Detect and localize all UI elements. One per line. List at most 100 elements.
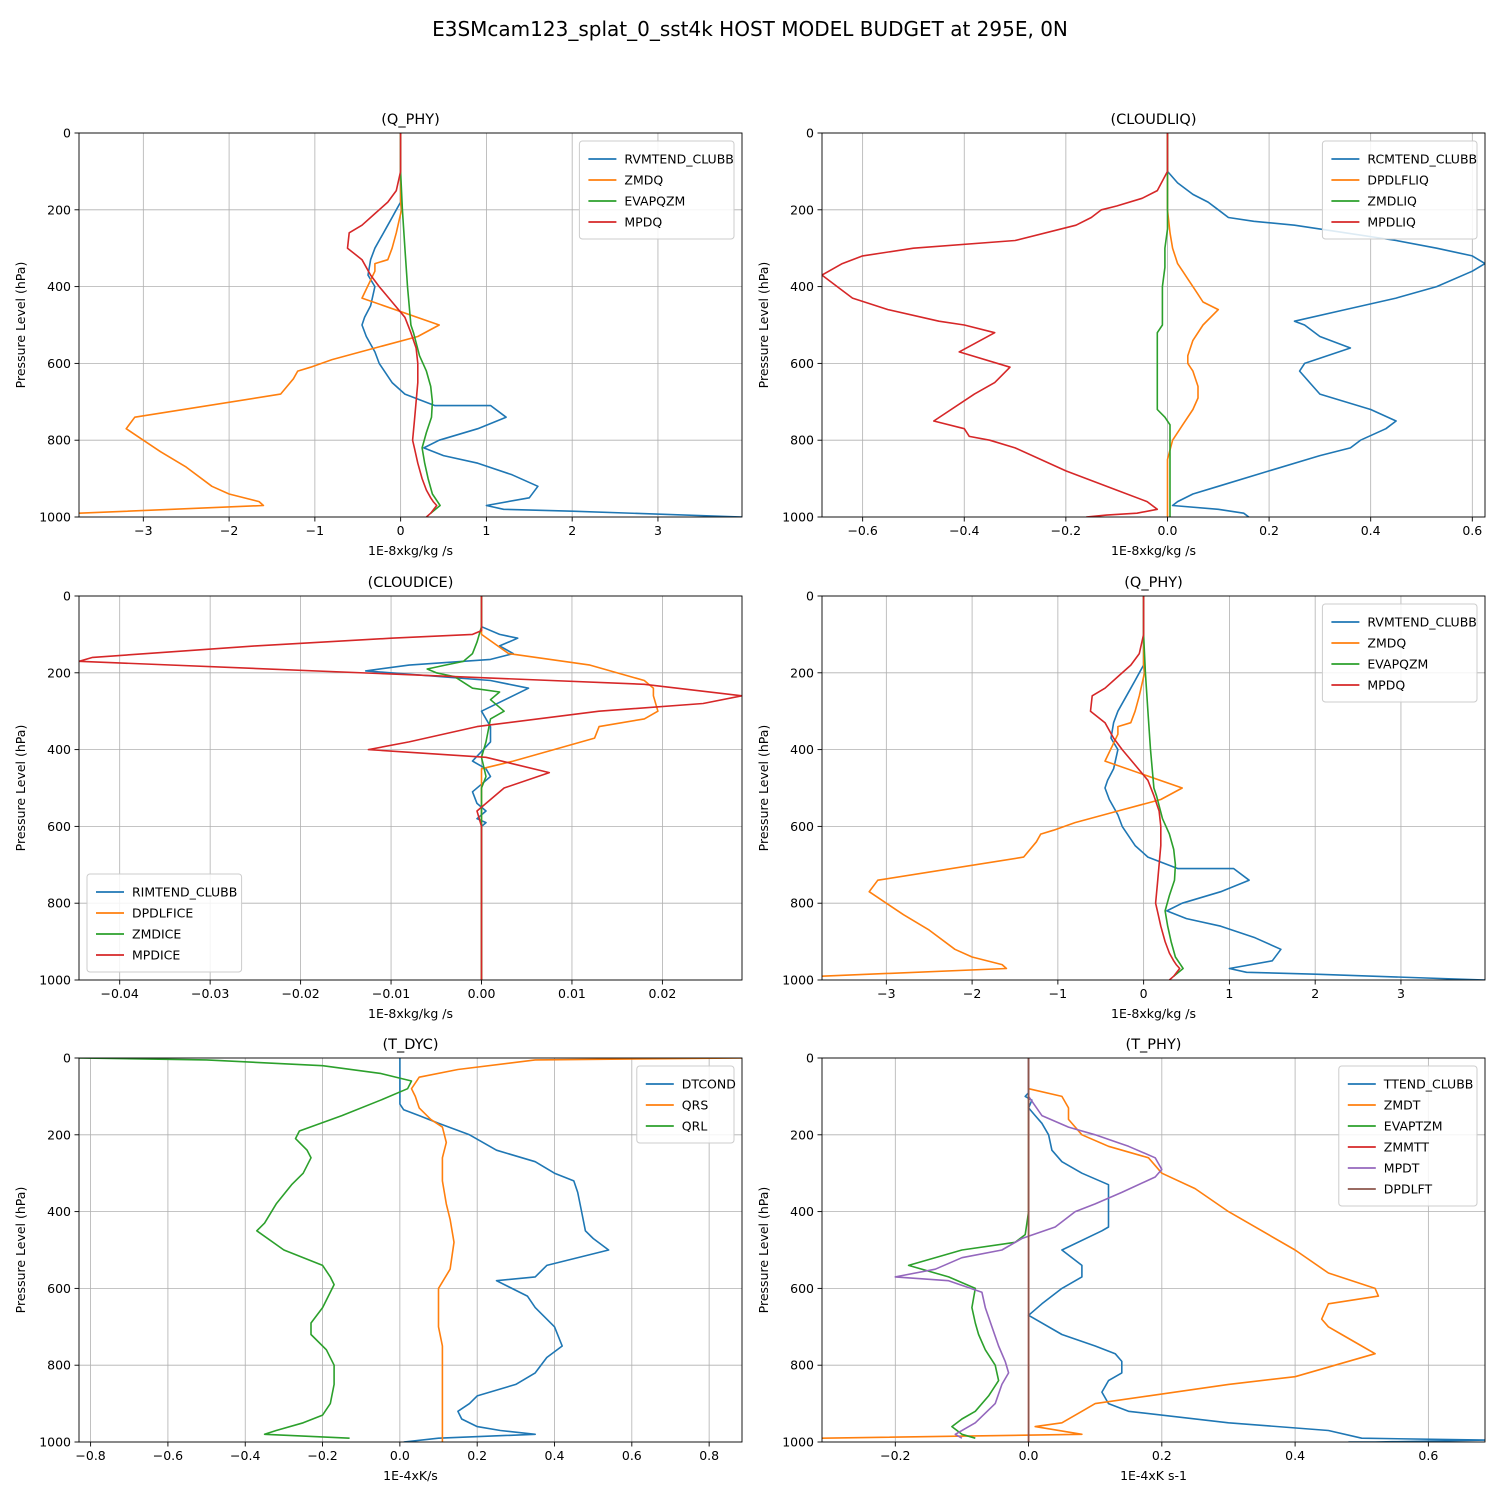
x-tick-label: 0.8 — [699, 1448, 719, 1463]
y-tick-label: 0 — [63, 1051, 71, 1066]
y-tick-label: 400 — [47, 1204, 71, 1219]
chart-title: (T_DYC) — [383, 1037, 439, 1053]
legend-label: ZMDQ — [624, 173, 663, 188]
series-line-mpdliq — [822, 133, 1169, 517]
y-tick-label: 800 — [47, 1358, 71, 1373]
x-tick-label: −0.2 — [307, 1448, 337, 1463]
x-axis-label: 1E-8xkg/kg /s — [368, 1006, 453, 1021]
legend-label: ZMDT — [1384, 1098, 1421, 1113]
y-tick-label: 1000 — [39, 510, 71, 525]
y-tick-label: 0 — [63, 589, 71, 604]
series-line-ttend-clubb — [1024, 1058, 1485, 1442]
x-tick-label: 0.00 — [468, 986, 496, 1001]
legend: RVMTEND_CLUBB ZMDQ EVAPQZM MPDQ — [1321, 603, 1478, 703]
y-tick-label: 200 — [47, 665, 71, 680]
y-tick-label: 600 — [790, 1281, 814, 1296]
series-line-mpdt — [894, 1058, 1163, 1439]
y-tick-label: 600 — [47, 819, 71, 834]
x-tick-label: 0.6 — [1418, 1448, 1438, 1463]
y-axis-label: Pressure Level (hPa) — [13, 1187, 28, 1314]
legend-label: TTEND_CLUBB — [1383, 1077, 1474, 1092]
y-tick-label: 200 — [790, 1127, 814, 1142]
x-tick-label: −3 — [877, 986, 895, 1001]
x-tick-label: −1 — [1049, 986, 1067, 1001]
x-tick-label: 0.01 — [558, 986, 586, 1001]
x-axis-label: 1E-8xkg/kg /s — [1111, 543, 1196, 558]
legend-label: ZMDLIQ — [1367, 194, 1417, 209]
chart-title: (CLOUDICE) — [368, 575, 454, 591]
y-tick-label: 1000 — [782, 973, 814, 988]
legend-label: MPDQ — [624, 215, 662, 230]
series-group — [79, 1058, 742, 1442]
x-tick-label: 0.0 — [1019, 1448, 1039, 1463]
y-tick-label: 200 — [47, 1127, 71, 1142]
x-tick-label: 1 — [482, 523, 490, 538]
x-tick-label: −0.4 — [230, 1448, 260, 1463]
legend-box — [1321, 140, 1478, 240]
legend-label: QRS — [682, 1098, 709, 1113]
chart-panel-5: −0.8 −0.6 −0.4 −0.2 0.0 0.2 0.4 0.6 0.8 0 200 400 60… — [13, 1037, 743, 1483]
axes-frame — [78, 1057, 743, 1443]
series-line-zmdt — [822, 1058, 1380, 1439]
x-axis-label: 1E-8xkg/kg /s — [368, 543, 453, 558]
series-line-rvmtend-clubb — [1104, 596, 1485, 980]
series-group — [822, 596, 1485, 980]
x-tick-label: 0 — [1140, 986, 1148, 1001]
y-tick-label: 800 — [47, 433, 71, 448]
x-tick-label: −0.2 — [880, 1448, 910, 1463]
y-tick-label: 800 — [790, 433, 814, 448]
x-tick-label: −2 — [220, 523, 238, 538]
legend: RVMTEND_CLUBB ZMDQ EVAPQZM MPDQ — [578, 140, 735, 240]
series-group — [79, 133, 742, 517]
axes-frame — [821, 132, 1486, 518]
legend: DTCOND QRS QRL — [636, 1065, 736, 1144]
x-tick-label: 1 — [1225, 986, 1233, 1001]
chart-title: (CLOUDLIQ) — [1111, 112, 1197, 128]
legend-label: MPDT — [1384, 1161, 1420, 1176]
y-axis-label: Pressure Level (hPa) — [756, 262, 771, 389]
y-tick-label: 0 — [63, 126, 71, 141]
figure-title: E3SMcam123_splat_0_sst4k HOST MODEL BUDG… — [432, 17, 1068, 41]
y-tick-label: 0 — [806, 126, 814, 141]
x-axis-label: 1E-4xK/s — [383, 1468, 438, 1483]
x-tick-label: −0.04 — [101, 986, 139, 1001]
y-tick-label: 0 — [806, 1051, 814, 1066]
x-tick-label: 0.6 — [622, 1448, 642, 1463]
legend-label: DTCOND — [682, 1077, 736, 1092]
legend-label: MPDLIQ — [1367, 215, 1416, 230]
y-tick-label: 400 — [47, 742, 71, 757]
legend-label: ZMMTT — [1384, 1140, 1430, 1155]
x-tick-label: −0.6 — [847, 523, 877, 538]
series-group — [822, 133, 1485, 517]
x-tick-label: 0 — [397, 523, 405, 538]
x-tick-label: 0.2 — [1152, 1448, 1172, 1463]
legend-box — [86, 873, 243, 973]
series-line-mpdice — [79, 596, 742, 980]
chart-panel-4: −3 −2 −1 0 1 2 3 0 200 400 600 800 1000 (Q_PHY) 1E-8xk… — [756, 575, 1486, 1021]
legend-box — [636, 1065, 735, 1144]
x-tick-label: −2 — [963, 986, 981, 1001]
series-line-mpdq — [346, 133, 438, 517]
y-tick-label: 800 — [790, 896, 814, 911]
chart-panel-6: −0.2 0.0 0.2 0.4 0.6 0 200 400 600 800 1000 (T_PHY)… — [756, 1037, 1486, 1483]
series-line-zmdice — [426, 596, 505, 980]
x-tick-label: 3 — [1397, 986, 1405, 1001]
x-tick-label: 0.02 — [648, 986, 676, 1001]
series-line-mpdq — [1089, 596, 1181, 980]
y-tick-label: 200 — [790, 202, 814, 217]
chart-title: (T_PHY) — [1126, 1037, 1182, 1053]
x-tick-label: −0.01 — [372, 986, 410, 1001]
x-tick-label: 0.4 — [545, 1448, 565, 1463]
y-tick-label: 600 — [47, 1281, 71, 1296]
legend-label: DPDLFICE — [132, 906, 193, 921]
chart-panel-1: −3 −2 −1 0 1 2 3 0 200 400 600 800 1000 (Q_PHY) 1E-8xk… — [13, 112, 743, 558]
legend-label: ZMDICE — [132, 927, 181, 942]
legend-box — [1321, 603, 1478, 703]
legend-label: EVAPTZM — [1384, 1119, 1443, 1134]
x-tick-label: −0.02 — [281, 986, 319, 1001]
x-tick-label: 0.6 — [1462, 523, 1482, 538]
y-tick-label: 800 — [47, 896, 71, 911]
legend: RIMTEND_CLUBB DPDLFICE ZMDICE MPDICE — [86, 873, 243, 973]
legend-box — [578, 140, 735, 240]
